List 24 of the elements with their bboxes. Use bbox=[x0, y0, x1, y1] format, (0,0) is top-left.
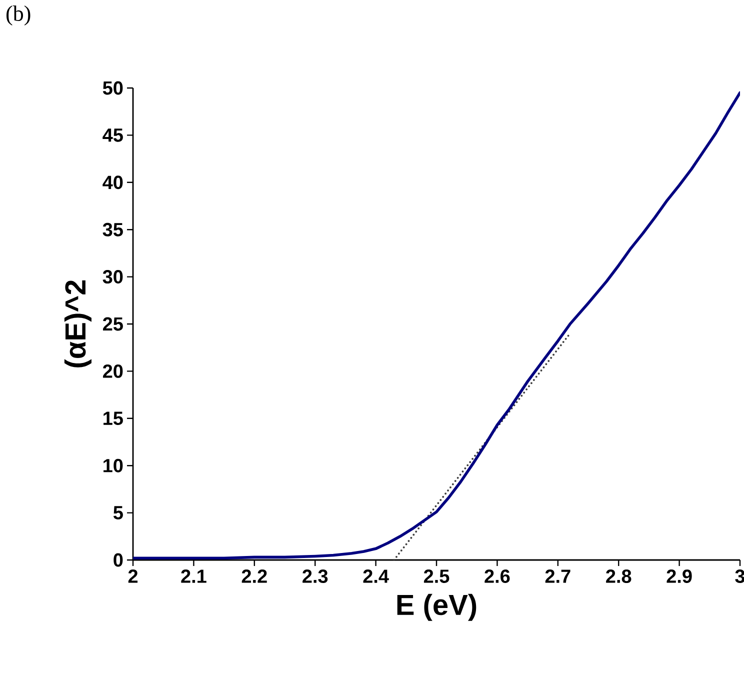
x-tick-label: 2.4 bbox=[363, 570, 389, 583]
y-tick-label: 10 bbox=[104, 458, 123, 472]
y-tick-label: 35 bbox=[102, 222, 123, 236]
y-tick-label: 20 bbox=[102, 364, 123, 378]
chart-title: (b) bbox=[6, 6, 30, 26]
x-tick-label: 2.3 bbox=[302, 570, 328, 584]
y-tick-label: 30 bbox=[102, 270, 123, 284]
x-tick-label: 2.8 bbox=[606, 570, 632, 583]
y-tick-label: 40 bbox=[102, 176, 123, 190]
x-axis-title: E (eV) bbox=[397, 594, 476, 621]
x-tick-label: 2.5 bbox=[424, 570, 450, 583]
y-tick-label: 0 bbox=[114, 553, 123, 567]
y-tick-label: 25 bbox=[102, 317, 123, 331]
x-tick-label: 2.2 bbox=[242, 570, 267, 583]
y-tick-label: 5 bbox=[113, 506, 123, 520]
y-tick-label: 45 bbox=[102, 128, 123, 142]
x-tick-label: 2.7 bbox=[545, 570, 570, 583]
y-tick-label: 15 bbox=[104, 412, 123, 426]
x-tick-label: 2.1 bbox=[181, 570, 206, 583]
x-tick-label: 2 bbox=[128, 570, 138, 583]
y-tick-label: 50 bbox=[102, 81, 123, 95]
x-tick-label: 2.6 bbox=[484, 570, 510, 583]
x-tick-label: 2.9 bbox=[666, 570, 692, 583]
y-axis-title: (αE)^2 bbox=[64, 280, 92, 368]
